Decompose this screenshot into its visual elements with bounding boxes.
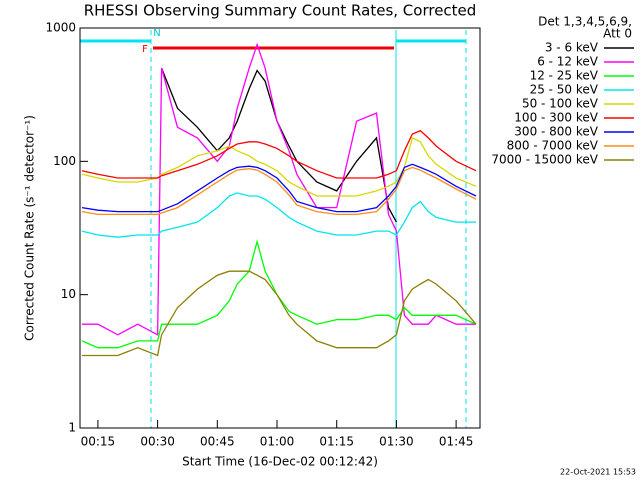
legend-label: 25 - 50 keV	[530, 83, 599, 97]
y-tick-label: 1	[68, 421, 76, 435]
series-line	[160, 67, 397, 223]
legend-label: 12 - 25 keV	[530, 69, 599, 83]
legend-label: 50 - 100 keV	[522, 97, 599, 111]
legend-title: Det 1,3,4,5,6,9,	[538, 15, 632, 29]
y-tick-label: 10	[61, 287, 76, 301]
timestamp: 22-Oct-2021 15:53	[560, 468, 636, 477]
x-axis-label: Start Time (16-Dec-02 00:12:42)	[182, 455, 378, 469]
legend-title: Att 0	[603, 27, 632, 41]
legend-label: 300 - 800 keV	[514, 125, 598, 139]
legend-label: 6 - 12 keV	[537, 55, 599, 69]
chart-title: RHESSI Observing Summary Count Rates, Co…	[84, 2, 477, 20]
x-tick-label: 01:30	[379, 435, 414, 449]
x-tick-label: 01:45	[439, 435, 474, 449]
legend-label: 800 - 7000 keV	[507, 139, 599, 153]
series-line	[82, 270, 477, 357]
series-line	[81, 163, 477, 213]
series-line	[81, 239, 477, 349]
legend-label: 3 - 6 keV	[545, 41, 599, 55]
x-tick-label: 01:00	[260, 435, 295, 449]
flag-label: F	[142, 44, 148, 55]
series-line	[81, 166, 477, 216]
y-tick-label: 100	[53, 154, 76, 168]
y-tick-label: 1000	[45, 21, 76, 35]
flag-label: N	[153, 28, 160, 39]
x-tick-label: 01:15	[319, 435, 354, 449]
x-tick-label: 00:45	[200, 435, 235, 449]
series-line	[82, 42, 476, 336]
x-tick-label: 00:15	[81, 435, 116, 449]
legend-label: 7000 - 15000 keV	[491, 153, 598, 167]
series-line	[81, 129, 477, 179]
series-line	[81, 192, 476, 238]
x-tick-label: 00:30	[140, 435, 175, 449]
plot-frame	[79, 27, 481, 429]
series-line	[81, 136, 477, 197]
y-axis-label: Corrected Count Rate (s⁻¹ detector⁻¹)	[23, 115, 37, 341]
legend-label: 100 - 300 keV	[514, 111, 598, 125]
